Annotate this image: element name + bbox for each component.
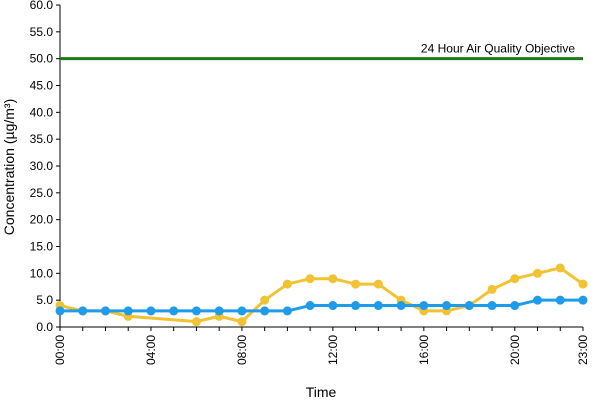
y-tick-label: 25.0 bbox=[30, 186, 54, 200]
series-1-point bbox=[328, 274, 338, 284]
series-2-point bbox=[191, 306, 201, 316]
series-2-point bbox=[305, 301, 315, 311]
series-line-1 bbox=[59, 266, 584, 324]
series-2-point bbox=[533, 295, 543, 305]
series-2-point bbox=[55, 306, 65, 316]
series-1-point bbox=[351, 279, 361, 289]
series-2-point bbox=[351, 301, 361, 311]
y-tick-label: 5.0 bbox=[36, 293, 53, 307]
y-axis-title: Concentration (µg/m³) bbox=[1, 99, 17, 235]
y-tick-label: 55.0 bbox=[30, 25, 54, 39]
y-tick-label: 35.0 bbox=[30, 132, 54, 146]
series-2-point bbox=[373, 301, 383, 311]
series-1-point bbox=[237, 317, 247, 327]
series-1-point bbox=[282, 279, 292, 289]
x-tick-label: 00:00 bbox=[53, 335, 67, 365]
series-1-point bbox=[510, 274, 520, 284]
series-1-point bbox=[487, 284, 497, 294]
series-1-point bbox=[578, 279, 588, 289]
series-2-point bbox=[419, 301, 429, 311]
series-2-point bbox=[146, 306, 156, 316]
y-tick-label: 0.0 bbox=[36, 320, 53, 334]
series-1-point bbox=[260, 295, 270, 305]
x-axis-ticks: 00:00 04:00 08:00 12:00 16:00 20:00 23:00 bbox=[53, 327, 590, 365]
series-layer bbox=[55, 263, 588, 327]
y-tick-label: 60.0 bbox=[30, 0, 54, 12]
x-tick-label: 08:00 bbox=[235, 335, 249, 365]
series-1-point bbox=[555, 263, 565, 273]
y-tick-label: 50.0 bbox=[30, 52, 54, 66]
y-tick-label: 20.0 bbox=[30, 213, 54, 227]
y-tick-label: 30.0 bbox=[30, 159, 54, 173]
series-2-point bbox=[237, 306, 247, 316]
x-tick-label: 23:00 bbox=[576, 335, 590, 365]
series-2-point bbox=[510, 301, 520, 311]
x-tick-label: 04:00 bbox=[144, 335, 158, 365]
series-2-point bbox=[396, 301, 406, 311]
series-1-point bbox=[305, 274, 315, 284]
series-line-2 bbox=[60, 298, 583, 313]
y-tick-label: 10.0 bbox=[30, 266, 54, 280]
x-tick-label: 20:00 bbox=[508, 335, 522, 365]
series-2-point bbox=[282, 306, 292, 316]
y-tick-label: 45.0 bbox=[30, 79, 54, 93]
air-quality-objective-label: 24 Hour Air Quality Objective bbox=[421, 42, 575, 56]
series-2-point bbox=[328, 301, 338, 311]
series-2-point bbox=[578, 295, 588, 305]
series-2-point bbox=[260, 306, 270, 316]
series-2-point bbox=[100, 306, 110, 316]
series-2-point bbox=[464, 301, 474, 311]
x-axis-title: Time bbox=[306, 384, 337, 400]
x-tick-label: 16:00 bbox=[417, 335, 431, 365]
series-2-point bbox=[214, 306, 224, 316]
x-tick-label: 12:00 bbox=[326, 335, 340, 365]
series-1-point bbox=[191, 317, 201, 327]
series-2-point bbox=[169, 306, 179, 316]
series-2-point bbox=[442, 301, 452, 311]
series-1-point bbox=[533, 268, 543, 278]
series-2-point bbox=[487, 301, 497, 311]
series-1-point bbox=[373, 279, 383, 289]
y-tick-label: 15.0 bbox=[30, 240, 54, 254]
series-2-point bbox=[78, 306, 88, 316]
series-2-point bbox=[123, 306, 133, 316]
series-2-point bbox=[555, 295, 565, 305]
y-tick-label: 40.0 bbox=[30, 105, 54, 119]
y-axis-ticks: 0.0 5.0 10.0 15.0 20.0 25.0 30.0 35.0 40.0 45.0 50… bbox=[30, 0, 60, 334]
